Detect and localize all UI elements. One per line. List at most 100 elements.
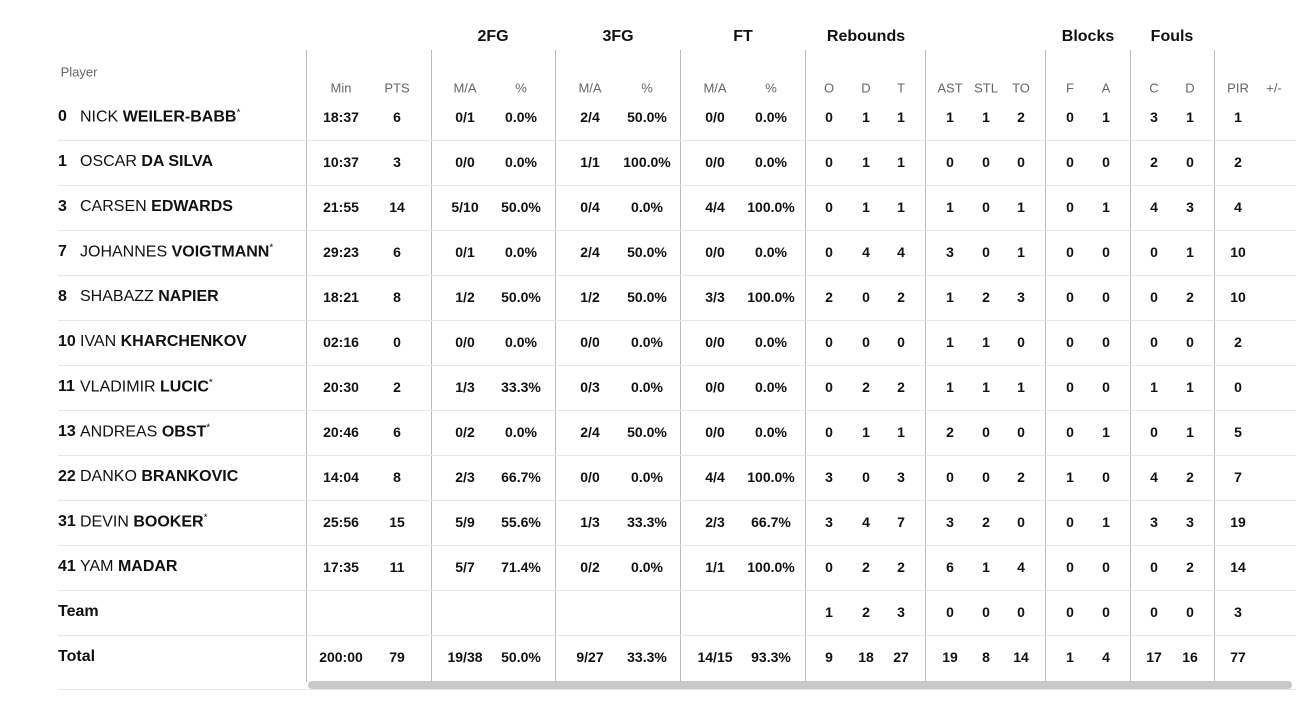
stat-cell: 5	[1234, 424, 1242, 440]
stat-cell: 2	[1186, 289, 1194, 305]
stat-cell: 0	[1017, 424, 1025, 440]
stat-cell: 2	[1186, 469, 1194, 485]
scrollbar[interactable]	[308, 681, 1292, 689]
stat-cell: 1	[946, 379, 954, 395]
group-header: 3FG	[602, 28, 634, 45]
first-name: VLADIMIR	[80, 378, 156, 396]
starter-mark: *	[203, 512, 208, 524]
stat-cell: 1	[1017, 199, 1025, 215]
group-header: FT	[733, 28, 753, 45]
stat-cell: 2/3	[455, 469, 475, 485]
stat-cell: 4	[1017, 559, 1025, 575]
stat-cell: 1	[862, 424, 870, 440]
stat-cell: 0.0%	[505, 109, 537, 125]
stat-cell: 14	[1230, 559, 1246, 575]
column-header: C	[1149, 80, 1159, 96]
stat-cell: 0	[982, 244, 990, 260]
stat-cell: 50.0%	[627, 289, 667, 305]
stat-cell: 4	[1150, 199, 1158, 215]
stat-cell: 0	[1150, 244, 1158, 260]
column-header: %	[515, 80, 527, 96]
stat-cell: 1	[1017, 379, 1025, 395]
stat-cell: 0/1	[455, 109, 475, 125]
first-name: SHABAZZ	[80, 288, 154, 305]
stat-cell: 29:23	[323, 244, 359, 260]
row-divider	[58, 410, 1296, 411]
stat-cell: 2	[862, 604, 870, 620]
stat-cell: 1	[946, 334, 954, 350]
stat-cell: 18:21	[323, 289, 359, 305]
stat-cell: 3	[825, 469, 833, 485]
player-name: SHABAZZ NAPIER	[80, 288, 219, 306]
stat-cell: 20:30	[323, 379, 359, 395]
stat-cell: 66.7%	[501, 469, 541, 485]
starter-mark: *	[269, 242, 274, 254]
stat-cell: 93.3%	[751, 649, 791, 665]
player-number: 3	[58, 198, 67, 215]
row-divider	[58, 455, 1296, 456]
column-header: O	[823, 80, 835, 96]
row-divider	[58, 590, 1296, 591]
stat-cell: 0	[825, 244, 833, 260]
stat-cell: 10	[1230, 289, 1246, 305]
stat-cell: 1	[1186, 379, 1194, 395]
stat-cell: 2/4	[580, 109, 600, 125]
player-name: YAM MADAR	[80, 558, 177, 576]
stat-cell: 0	[862, 289, 870, 305]
stat-cell: 0	[1066, 289, 1074, 305]
stat-cell: 3	[1150, 514, 1158, 530]
stat-cell: 1	[897, 109, 905, 125]
first-name: NICK	[80, 108, 119, 126]
stat-cell: 2	[1234, 154, 1242, 170]
stat-cell: 0.0%	[631, 334, 663, 350]
stat-cell: 0.0%	[631, 469, 663, 485]
stat-cell: 19/38	[447, 649, 483, 665]
player-name: IVAN KHARCHENKOV	[80, 333, 247, 351]
stat-cell: 0	[825, 379, 833, 395]
stat-cell: 0	[1186, 334, 1194, 350]
stat-cell: 50.0%	[627, 424, 667, 440]
stat-cell: 33.3%	[501, 379, 541, 395]
stat-cell: 0.0%	[505, 334, 537, 350]
stat-cell: 15	[389, 514, 405, 530]
column-header: TO	[1012, 80, 1030, 96]
stat-cell: 4	[1234, 199, 1242, 215]
player-number: 1	[58, 153, 67, 170]
stat-cell: 100.0%	[747, 469, 795, 485]
stat-cell: 33.3%	[627, 514, 667, 530]
stat-cell: 8	[393, 289, 401, 305]
stat-cell: 0/4	[580, 199, 600, 215]
stat-cell: 1/3	[455, 379, 475, 395]
column-header: +/-	[1266, 80, 1282, 96]
stat-cell: 1/2	[455, 289, 475, 305]
stat-cell: 9/27	[576, 649, 604, 665]
stat-cell: 50.0%	[501, 199, 541, 215]
first-name: DEVIN	[80, 513, 129, 531]
stat-cell: 1	[946, 289, 954, 305]
player-number: 22	[58, 468, 76, 485]
stat-cell: 0	[1234, 379, 1242, 395]
last-name: WEILER-BABB	[122, 108, 237, 126]
stat-cell: 14:04	[323, 469, 359, 485]
row-divider	[58, 689, 1296, 690]
stat-cell: 0.0%	[505, 154, 537, 170]
stat-cell: 16	[1182, 649, 1198, 665]
stat-cell: 14	[389, 199, 405, 215]
stat-cell: 0	[946, 154, 954, 170]
stat-cell: 50.0%	[627, 109, 667, 125]
first-name: DANKO	[80, 468, 137, 485]
stat-cell: 0	[1186, 154, 1194, 170]
stat-cell: 7	[897, 514, 905, 530]
stat-cell: 2	[393, 379, 401, 395]
stat-cell: 0	[1017, 154, 1025, 170]
stat-cell: 0	[1150, 559, 1158, 575]
first-name: JOHANNES	[80, 243, 168, 261]
stat-cell: 4	[897, 244, 905, 260]
column-header: F	[1066, 80, 1074, 96]
team-label: Team	[58, 603, 99, 620]
column-header: M/A	[453, 80, 477, 96]
stat-cell: 1	[1102, 199, 1110, 215]
stat-cell: 0	[1186, 604, 1194, 620]
stat-cell: 0	[1017, 604, 1025, 620]
column-header: %	[765, 80, 777, 96]
